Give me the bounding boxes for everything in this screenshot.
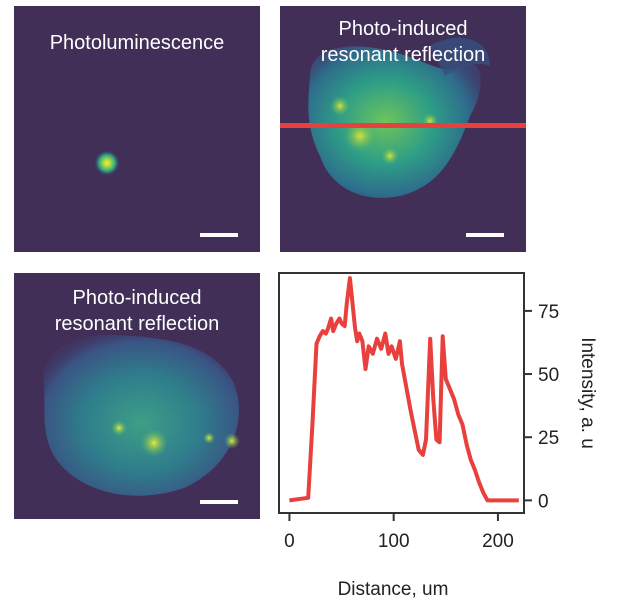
hot-spot xyxy=(203,432,215,444)
y-tick-label: 0 xyxy=(538,491,549,512)
panel-label-resonant-reflection-bottom: Photo-induced resonant reflection xyxy=(54,287,220,335)
hot-spot xyxy=(330,96,350,116)
panel-label-resonant-reflection-top: Photo-induced resonant reflection xyxy=(320,18,486,66)
cell-edge xyxy=(430,37,490,76)
scale-bar xyxy=(466,233,504,237)
scale-bar xyxy=(200,233,238,237)
resonant-reflection-image-bottom: Photo-induced resonant reflection xyxy=(14,273,260,519)
x-axis: 0 100 200 xyxy=(284,513,514,552)
hot-spot xyxy=(381,147,399,165)
x-tick-label: 100 xyxy=(378,531,410,552)
x-tick-label: 0 xyxy=(284,531,295,552)
plot-frame xyxy=(278,272,525,514)
scale-bar xyxy=(200,500,238,504)
series-line xyxy=(289,276,519,503)
cell-body xyxy=(43,334,239,496)
y-tick-label: 75 xyxy=(538,302,559,323)
y-tick-label: 25 xyxy=(538,428,559,449)
resonant-reflection-image-top: Photo-induced resonant reflection xyxy=(280,6,526,252)
panel-label-photoluminescence: Photoluminescence xyxy=(49,32,225,54)
photoluminescence-heatmap xyxy=(94,150,120,176)
cell-body xyxy=(308,46,481,198)
hot-spot xyxy=(140,429,168,457)
profile-line xyxy=(280,123,526,128)
y-axis-title: Intensity, a. u xyxy=(577,337,598,449)
hot-spot xyxy=(111,420,127,436)
photoluminescence-image: Photoluminescence xyxy=(14,6,260,252)
resonant-reflection-heatmap-top xyxy=(280,37,526,198)
y-axis: 0 25 50 75 xyxy=(524,302,559,512)
x-tick-label: 200 xyxy=(482,531,514,552)
y-tick-label: 50 xyxy=(538,365,559,386)
hot-spot xyxy=(224,433,240,449)
x-axis-title: Distance, um xyxy=(338,579,449,600)
resonant-reflection-heatmap-bottom xyxy=(43,334,240,496)
emission-spot xyxy=(94,150,120,176)
